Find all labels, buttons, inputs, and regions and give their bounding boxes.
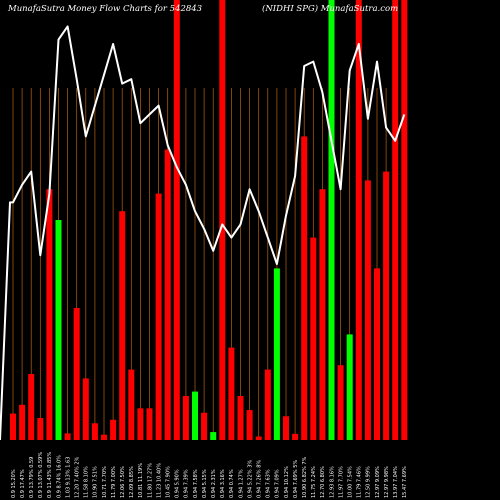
- x-tick-label: 11.79 7.46%: [357, 466, 363, 498]
- x-tick-label: 0.9 13.07% 0.59%: [38, 452, 44, 498]
- x-tick-label: 12.97 9.98%: [384, 466, 390, 498]
- bar: [101, 434, 107, 440]
- bar-series: [10, 0, 408, 440]
- x-tick-label: 0.9 13.79% 0.59: [29, 457, 35, 498]
- x-tick-label: 12.70 6.80%: [320, 466, 326, 498]
- bar: [46, 189, 53, 440]
- x-tick-label: 0.94 5.90%: [175, 469, 181, 498]
- bar: [292, 433, 299, 440]
- bar: [55, 220, 62, 440]
- bar: [192, 391, 198, 440]
- x-tick-label: 11.58 8.10%: [84, 466, 90, 498]
- bar: [355, 0, 362, 440]
- bar: [119, 211, 126, 440]
- x-tick-label: 0.9 17.47%: [20, 469, 26, 498]
- bar: [10, 413, 16, 440]
- bar: [137, 408, 144, 440]
- line-series: [0, 25, 406, 441]
- bar: [319, 189, 326, 440]
- money-flow-line: [0, 25, 406, 441]
- bar: [301, 136, 308, 440]
- x-tick-label: 0.94 7.58%: [193, 469, 199, 498]
- x-tick-label: 11.75 7.24%: [311, 466, 317, 498]
- bar: [173, 0, 180, 440]
- bar: [246, 410, 253, 440]
- x-tick-label: 12.50 9.99%: [366, 466, 372, 498]
- bar: [255, 436, 262, 440]
- x-tick-label: 11.97 7.70%: [338, 466, 344, 498]
- bar: [328, 0, 335, 440]
- x-tick-label: 10.45 7.90%: [166, 466, 172, 498]
- x-tick-label: 12.09 8.85%: [129, 466, 135, 498]
- chart-title-right: (NIDHI SPG) MunafaSutra.com: [262, 3, 398, 14]
- bar: [237, 396, 244, 440]
- x-tick-label: 10.00 7.54%: [348, 466, 354, 498]
- bar: [37, 418, 44, 440]
- x-tick-label: 0.9 15.20%: [11, 469, 17, 498]
- bar: [283, 416, 289, 440]
- bar: [128, 369, 135, 440]
- x-tick-label: 10.90 7.51%: [93, 466, 99, 498]
- x-tick-label: 10.81 11.19%: [138, 463, 144, 498]
- bar: [82, 378, 89, 440]
- bar: [28, 374, 35, 440]
- x-tick-label: 11.23 10.40%: [156, 463, 162, 498]
- bar: [392, 0, 399, 440]
- bar: [228, 347, 235, 440]
- bar: [364, 180, 371, 440]
- bar: [219, 0, 226, 440]
- x-tick-label: 13.97 7.04%: [393, 466, 399, 498]
- bar: [346, 334, 353, 440]
- gridlines: [12, 88, 405, 440]
- bar: [374, 268, 380, 440]
- bar: [383, 171, 390, 440]
- bar: [337, 365, 344, 440]
- x-tick-label: 0.94 7.63%: [266, 469, 272, 498]
- bar: [210, 432, 217, 440]
- bar: [401, 0, 408, 440]
- bar: [164, 149, 171, 440]
- x-tick-label: 0.9 8.74% 16.0%: [56, 455, 62, 498]
- x-tick-label: 0.94 10.12%: [284, 466, 290, 498]
- x-tick-label: 11.80 17.27%: [147, 463, 153, 498]
- x-tick-label: 0.94 7.39%: [184, 469, 190, 498]
- x-tick-label: 0.94 5.22% 3%: [247, 460, 253, 498]
- x-tick-label: 10.90 6.82% 7%: [302, 456, 308, 498]
- bar: [73, 308, 80, 440]
- x-tick-label: 12.20 7.40% 2%: [75, 456, 81, 498]
- x-tick-label: 12.06 7.50%: [120, 466, 126, 498]
- bar: [19, 404, 26, 440]
- bar: [155, 193, 162, 440]
- bar: [310, 237, 317, 440]
- x-tick-label: 11.79 7.00%: [111, 466, 117, 498]
- x-tick-label: 0.94 7.09%: [275, 469, 281, 498]
- x-tick-label: 0.9 11.43% 0.85%: [47, 452, 53, 498]
- bar: [182, 396, 189, 440]
- x-tick-labels: 0.9 15.20% 0.9 17.47% 0.9 13.79% 0.59 0.9 1…: [11, 452, 408, 498]
- x-tick-label: 0.94 0.74%: [229, 469, 235, 498]
- bar: [264, 369, 271, 440]
- x-tick-label: 0.94 7.26% 8%: [257, 460, 263, 498]
- x-tick-label: 10.71 7.70%: [102, 466, 108, 498]
- x-tick-label: 1.03 9.13% 1.63: [65, 457, 71, 498]
- chart-title-left: MunafaSutra Money Flow Charts for 542843: [7, 4, 202, 14]
- x-tick-label: 0.94 5.15%: [202, 469, 208, 498]
- bar: [146, 408, 153, 440]
- x-tick-label: 12.97 9.09%: [375, 466, 381, 498]
- bar: [91, 423, 98, 440]
- bar: [273, 268, 280, 440]
- bar: [64, 433, 71, 440]
- x-tick-label: 0.94 3.16%: [220, 469, 226, 498]
- x-tick-label: 0.94 7.69% 5%: [293, 460, 299, 498]
- x-tick-label: 15.47 7.69%: [402, 466, 408, 498]
- x-tick-label: 0.94 2.31%: [211, 469, 217, 498]
- bar: [201, 412, 208, 440]
- x-tick-label: 12.93 8.16%: [329, 466, 335, 498]
- bar: [110, 419, 117, 440]
- x-tick-label: 0.94 1.27%: [238, 469, 244, 498]
